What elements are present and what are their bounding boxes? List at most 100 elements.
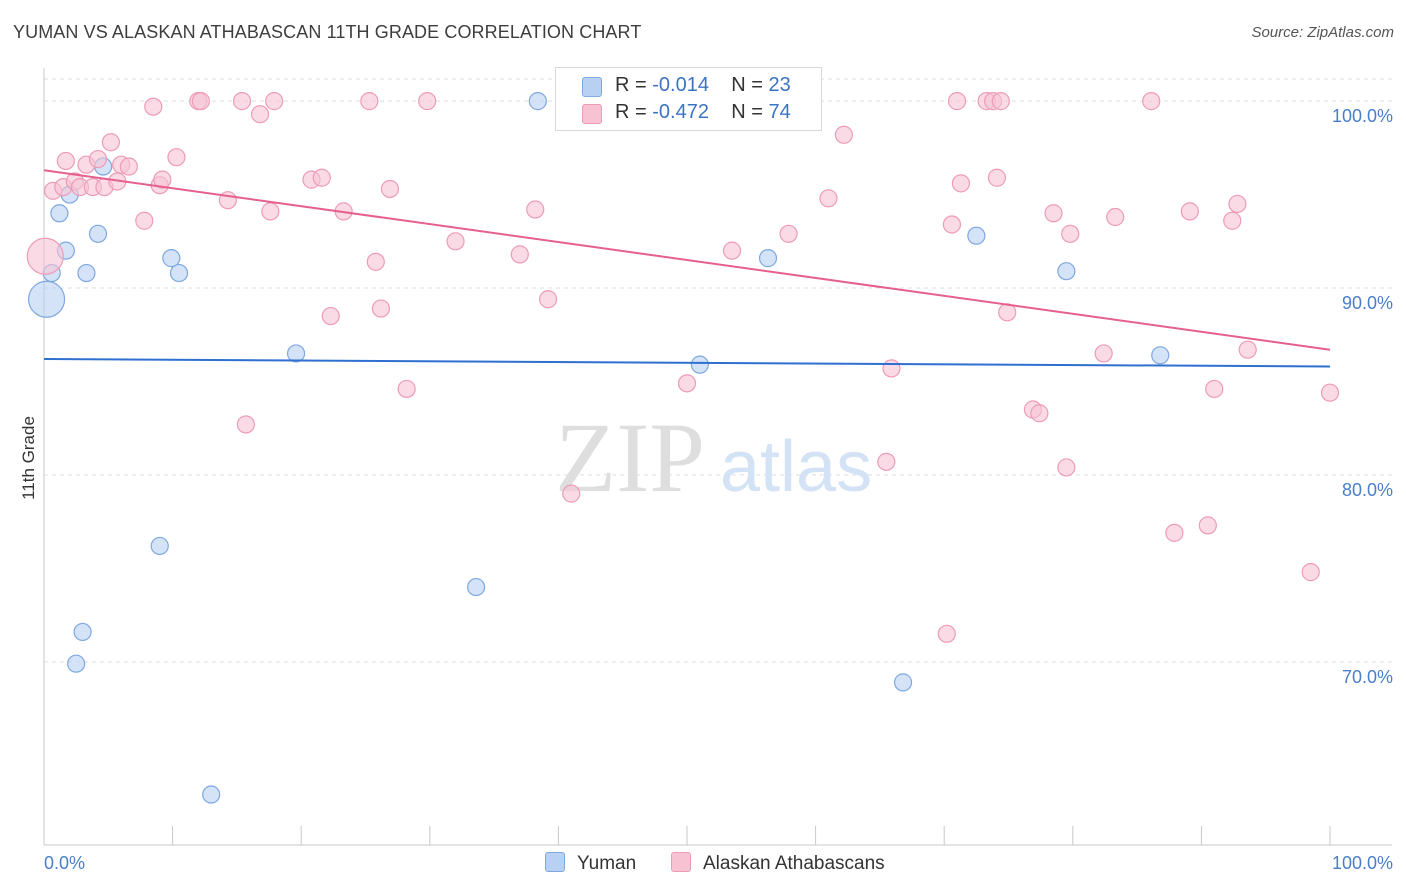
athabascan-point [366, 252, 385, 271]
athabascan-point [991, 92, 1010, 111]
athabascan-point [1180, 202, 1199, 221]
athabascan-point [371, 299, 391, 318]
athabascan-point [1030, 404, 1049, 423]
x-tick-label-max: 100.0% [1332, 853, 1393, 873]
yuman-point [73, 622, 92, 642]
watermark: ZIP atlas [555, 402, 872, 513]
watermark-atlas: atlas [720, 427, 872, 507]
yuman-point [466, 577, 486, 597]
athabascan-point [119, 157, 138, 176]
legend-r-label: R = [615, 74, 653, 96]
legend-n-value: 23 [768, 74, 791, 96]
athabascan-point [1094, 344, 1113, 363]
athabascan-point [937, 624, 956, 643]
legend-n-label: N = [731, 74, 769, 96]
legend-n-label: N = [731, 101, 769, 123]
athabascan-point [877, 452, 896, 471]
legend-r-value: -0.014 [652, 74, 709, 96]
stats-legend: R = -0.014 N = 23 R = -0.472 N = 74 [555, 67, 822, 131]
y-axis-label: 11th Grade [19, 416, 38, 500]
athabascan-point [1165, 523, 1184, 542]
legend-r-label: R = [615, 101, 653, 123]
athabascan-point [1106, 207, 1125, 227]
yuman-point [150, 536, 169, 556]
legend-r-value: -0.472 [652, 101, 709, 123]
athabascan-point [1198, 516, 1217, 535]
x-tick-label-min: 0.0% [44, 853, 85, 873]
y-tick-label: 70.0% [1342, 667, 1393, 687]
athabascan-point [947, 92, 967, 111]
yuman-legend-swatch [545, 852, 565, 872]
athabascan-point [677, 374, 697, 393]
source-credit: Source: ZipAtlas.com [1251, 24, 1394, 41]
trend-layer [43, 169, 1331, 368]
athabascan-point [360, 92, 379, 111]
athabascan-point [380, 179, 400, 199]
legend-n-value: 74 [768, 101, 791, 123]
athabascan-point [779, 224, 798, 243]
athabascan-point [135, 211, 154, 230]
axes-layer: 70.0% 80.0% 90.0% 100.0% 0.0% 100.0% [43, 68, 1393, 873]
yuman-point [169, 263, 189, 283]
athabascan-point [101, 133, 120, 152]
athabascan-point [191, 92, 210, 111]
athabascan-point [1223, 211, 1242, 230]
athabascan-point [987, 168, 1007, 187]
athabascan-point [397, 379, 416, 399]
athabascan-point [88, 149, 108, 169]
yuman-swatch [582, 77, 602, 97]
athabascan-swatch [582, 104, 602, 124]
yuman-trend-line [43, 358, 1331, 368]
chart-title: YUMAN VS ALASKAN ATHABASCAN 11TH GRADE C… [13, 22, 642, 42]
athabascan-point [26, 237, 64, 275]
athabascan-trend-line [43, 169, 1331, 351]
athabascan-point [1238, 340, 1257, 359]
athabascan-point [446, 232, 465, 251]
athabascan-point [153, 170, 172, 189]
athabascan-point [951, 174, 971, 193]
athabascan-point [722, 241, 742, 260]
athabascan-point [265, 92, 284, 111]
bottom-legend-yuman: Yuman [545, 852, 636, 875]
athabascan-point [1205, 379, 1224, 399]
y-tick-label: 90.0% [1342, 293, 1393, 313]
athabascan-point [144, 97, 163, 116]
athabascan-point [250, 105, 270, 124]
yuman-point [27, 280, 66, 318]
points-layer [26, 92, 1340, 804]
yuman-point [690, 355, 709, 374]
athabascan-point [1228, 194, 1247, 214]
athabascan-point [261, 202, 280, 221]
athabascan-point [1061, 224, 1080, 243]
athabascan-legend-label: Alaskan Athabascans [703, 853, 885, 874]
bottom-legend-athabascan: Alaskan Athabascans [671, 852, 885, 875]
yuman-point [967, 226, 986, 245]
athabascan-point [819, 189, 838, 208]
yuman-point [77, 263, 96, 283]
athabascan-point [1320, 383, 1340, 402]
yuman-point [1151, 346, 1170, 365]
athabascan-point [1044, 204, 1063, 223]
athabascan-point [562, 484, 581, 503]
yuman-point [88, 224, 108, 243]
yuman-point [1057, 262, 1076, 281]
athabascan-point [1142, 92, 1161, 111]
athabascan-point [312, 168, 331, 187]
athabascan-point [1301, 563, 1320, 582]
athabascan-point [942, 215, 962, 234]
athabascan-point [1057, 458, 1076, 477]
yuman-point [528, 92, 547, 111]
y-tick-label: 100.0% [1332, 106, 1393, 126]
athabascan-point [232, 92, 252, 111]
yuman-legend-label: Yuman [577, 853, 637, 874]
yuman-point [202, 785, 221, 804]
athabascan-point [539, 290, 558, 309]
athabascan-point [510, 245, 529, 264]
athabascan-point [56, 151, 75, 171]
yuman-point [758, 249, 778, 268]
yuman-point [893, 673, 913, 692]
athabascan-point [526, 200, 545, 219]
athabascan-point [321, 306, 340, 326]
yuman-point [50, 204, 69, 223]
